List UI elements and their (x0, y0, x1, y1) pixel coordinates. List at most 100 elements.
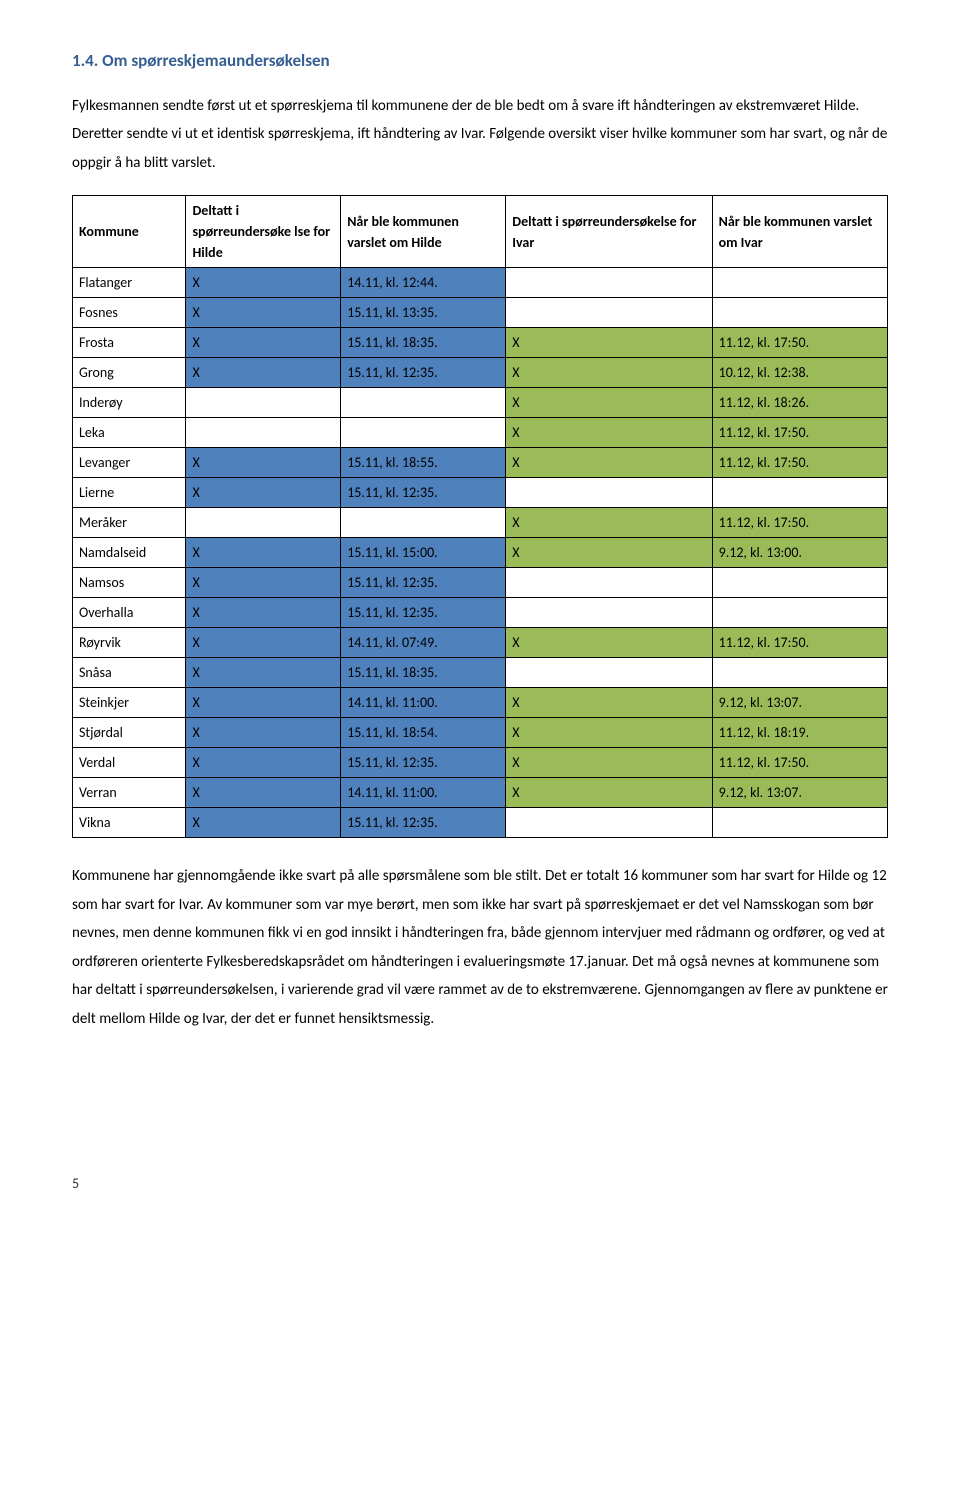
cell-varslet-ivar (712, 568, 887, 598)
cell-deltatt-ivar: X (506, 388, 712, 418)
cell-deltatt-ivar: X (506, 628, 712, 658)
table-row: VerdalX15.11, kl. 12:35.X11.12, kl. 17:5… (73, 748, 888, 778)
cell-deltatt-ivar: X (506, 448, 712, 478)
cell-varslet-hilde: 15.11, kl. 18:35. (341, 658, 506, 688)
table-row: RøyrvikX14.11, kl. 07:49.X11.12, kl. 17:… (73, 628, 888, 658)
cell-deltatt-ivar (506, 808, 712, 838)
cell-varslet-ivar: 11.12, kl. 17:50. (712, 748, 887, 778)
table-row: OverhallaX15.11, kl. 12:35. (73, 598, 888, 628)
table-row: FosnesX15.11, kl. 13:35. (73, 298, 888, 328)
cell-kommune: Røyrvik (73, 628, 186, 658)
cell-deltatt-ivar (506, 598, 712, 628)
cell-deltatt-hilde: X (186, 688, 341, 718)
table-row: NamsosX15.11, kl. 12:35. (73, 568, 888, 598)
cell-deltatt-hilde: X (186, 538, 341, 568)
table-row: FlatangerX14.11, kl. 12:44. (73, 268, 888, 298)
cell-kommune: Levanger (73, 448, 186, 478)
cell-deltatt-hilde (186, 388, 341, 418)
cell-varslet-ivar: 11.12, kl. 17:50. (712, 508, 887, 538)
cell-deltatt-hilde: X (186, 268, 341, 298)
cell-kommune: Overhalla (73, 598, 186, 628)
cell-varslet-hilde (341, 508, 506, 538)
cell-deltatt-ivar (506, 658, 712, 688)
cell-deltatt-hilde: X (186, 358, 341, 388)
cell-deltatt-hilde: X (186, 448, 341, 478)
cell-kommune: Fosnes (73, 298, 186, 328)
cell-varslet-hilde: 14.11, kl. 11:00. (341, 688, 506, 718)
cell-varslet-ivar (712, 598, 887, 628)
cell-deltatt-hilde: X (186, 598, 341, 628)
cell-deltatt-ivar (506, 568, 712, 598)
table-row: InderøyX11.12, kl. 18:26. (73, 388, 888, 418)
table-row: Leka X11.12, kl. 17:50. (73, 418, 888, 448)
table-row: SnåsaX15.11, kl. 18:35. (73, 658, 888, 688)
cell-kommune: Frosta (73, 328, 186, 358)
cell-deltatt-hilde: X (186, 328, 341, 358)
cell-deltatt-ivar: X (506, 358, 712, 388)
cell-varslet-hilde: 15.11, kl. 18:35. (341, 328, 506, 358)
table-row: MeråkerX11.12, kl. 17:50. (73, 508, 888, 538)
cell-varslet-hilde: 15.11, kl. 15:00. (341, 538, 506, 568)
cell-varslet-ivar: 10.12, kl. 12:38. (712, 358, 887, 388)
cell-varslet-hilde: 15.11, kl. 12:35. (341, 358, 506, 388)
section-heading: 1.4. Om spørreskjemaundersøkelsen (72, 48, 888, 74)
th-varslet-ivar: Når ble kommunen varslet om Ivar (712, 196, 887, 268)
cell-varslet-hilde: 15.11, kl. 12:35. (341, 568, 506, 598)
table-row: ViknaX15.11, kl. 12:35. (73, 808, 888, 838)
cell-varslet-ivar: 11.12, kl. 17:50. (712, 418, 887, 448)
cell-deltatt-hilde: X (186, 298, 341, 328)
cell-deltatt-ivar: X (506, 748, 712, 778)
table-row: LierneX15.11, kl. 12:35. (73, 478, 888, 508)
cell-kommune: Verran (73, 778, 186, 808)
cell-varslet-hilde: 15.11, kl. 12:35. (341, 748, 506, 778)
cell-deltatt-ivar: X (506, 538, 712, 568)
cell-kommune: Grong (73, 358, 186, 388)
cell-varslet-ivar: 9.12, kl. 13:07. (712, 688, 887, 718)
cell-deltatt-ivar (506, 268, 712, 298)
closing-paragraph: Kommunene har gjennomgående ikke svart p… (72, 862, 888, 1033)
cell-deltatt-ivar: X (506, 508, 712, 538)
table-row: LevangerX15.11, kl. 18:55.X11.12, kl. 17… (73, 448, 888, 478)
cell-varslet-hilde (341, 418, 506, 448)
cell-kommune: Namsos (73, 568, 186, 598)
cell-deltatt-hilde (186, 418, 341, 448)
cell-varslet-hilde: 15.11, kl. 13:35. (341, 298, 506, 328)
survey-table: Kommune Deltatt i spørreundersøke lse fo… (72, 195, 888, 838)
cell-varslet-ivar (712, 478, 887, 508)
cell-deltatt-hilde: X (186, 778, 341, 808)
cell-kommune: Namdalseid (73, 538, 186, 568)
cell-deltatt-hilde: X (186, 718, 341, 748)
cell-deltatt-ivar: X (506, 328, 712, 358)
cell-kommune: Stjørdal (73, 718, 186, 748)
cell-deltatt-hilde: X (186, 808, 341, 838)
cell-deltatt-hilde: X (186, 628, 341, 658)
cell-varslet-hilde: 14.11, kl. 07:49. (341, 628, 506, 658)
cell-kommune: Leka (73, 418, 186, 448)
cell-varslet-ivar: 11.12, kl. 17:50. (712, 628, 887, 658)
cell-varslet-ivar (712, 268, 887, 298)
cell-varslet-hilde: 15.11, kl. 12:35. (341, 478, 506, 508)
cell-kommune: Steinkjer (73, 688, 186, 718)
cell-kommune: Inderøy (73, 388, 186, 418)
th-varslet-hilde: Når ble kommunen varslet om Hilde (341, 196, 506, 268)
cell-varslet-hilde: 15.11, kl. 12:35. (341, 808, 506, 838)
th-deltatt-ivar: Deltatt i spørreundersøkelse for Ivar (506, 196, 712, 268)
cell-kommune: Flatanger (73, 268, 186, 298)
cell-deltatt-hilde (186, 508, 341, 538)
cell-deltatt-hilde: X (186, 748, 341, 778)
cell-deltatt-ivar: X (506, 418, 712, 448)
cell-kommune: Verdal (73, 748, 186, 778)
cell-deltatt-hilde: X (186, 658, 341, 688)
cell-kommune: Vikna (73, 808, 186, 838)
table-row: VerranX14.11, kl. 11:00.X9.12, kl. 13:07… (73, 778, 888, 808)
table-row: FrostaX15.11, kl. 18:35.X11.12, kl. 17:5… (73, 328, 888, 358)
cell-varslet-ivar (712, 658, 887, 688)
cell-varslet-hilde: 14.11, kl. 12:44. (341, 268, 506, 298)
page-number: 5 (72, 1173, 888, 1194)
cell-deltatt-ivar (506, 478, 712, 508)
table-row: NamdalseidX15.11, kl. 15:00.X9.12, kl. 1… (73, 538, 888, 568)
cell-kommune: Lierne (73, 478, 186, 508)
cell-deltatt-ivar: X (506, 688, 712, 718)
cell-varslet-ivar: 9.12, kl. 13:00. (712, 538, 887, 568)
table-header-row: Kommune Deltatt i spørreundersøke lse fo… (73, 196, 888, 268)
